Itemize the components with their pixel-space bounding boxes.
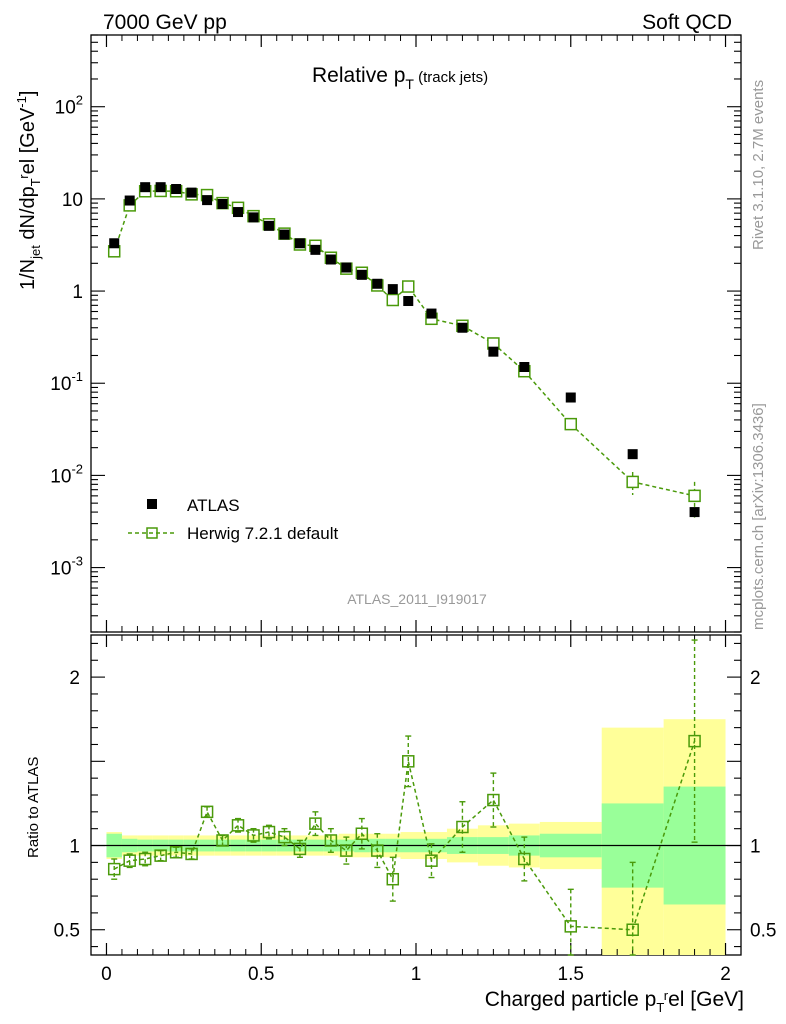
ratio-point xyxy=(200,805,214,819)
data-point xyxy=(294,238,305,249)
data-point xyxy=(233,207,244,218)
ratio-point xyxy=(247,829,260,842)
data-point xyxy=(356,269,367,280)
ratio-tick-label-right: 2 xyxy=(750,668,761,689)
mc-point xyxy=(402,280,415,293)
data-point xyxy=(488,346,499,357)
data-point xyxy=(341,262,352,273)
data-point xyxy=(109,238,120,249)
mc-point xyxy=(564,417,578,431)
ratio-point xyxy=(293,842,307,856)
side-label-rivet: Rivet 3.1.10, 2.7M events xyxy=(750,80,767,250)
ratio-point xyxy=(169,846,183,859)
axes: 0 0.5 1 1.5 2 10-3 10-2 10-1 1 10 102 0.5 0.5 1 1 2 2 xyxy=(50,34,776,985)
x-tick-label: 0.5 xyxy=(248,964,274,985)
data-point xyxy=(171,184,182,195)
mc-point xyxy=(688,489,701,503)
ratio-tick-label-left: 0.5 xyxy=(54,921,80,942)
data-point xyxy=(325,254,336,265)
data-point xyxy=(565,392,576,403)
legend-marker-mc xyxy=(146,527,158,539)
ratio-tick-label-right: 0.5 xyxy=(750,921,776,942)
data-point xyxy=(387,284,398,295)
ratio-point xyxy=(371,844,384,857)
ratio-point xyxy=(425,854,438,867)
data-point xyxy=(202,195,213,206)
y-tick-label: 102 xyxy=(55,93,83,119)
y-tick-label: 10-2 xyxy=(50,461,83,487)
ratio-point xyxy=(402,755,415,768)
ratio-point xyxy=(309,817,322,830)
data-point xyxy=(457,322,468,333)
ratio-point xyxy=(107,862,121,876)
legend: ATLAS Herwig 7.2.1 default xyxy=(128,496,338,543)
mc-series-line xyxy=(113,190,695,497)
ratio-point xyxy=(324,834,338,847)
data-point xyxy=(519,362,530,373)
ratio-point xyxy=(487,793,500,807)
y-tick-label: 10-3 xyxy=(50,554,83,580)
data-point xyxy=(426,308,437,319)
ratio-point xyxy=(154,849,167,862)
data-point xyxy=(627,449,638,460)
data-point xyxy=(186,187,197,198)
side-label-mcplots: mcplots.cern.ch [arXiv:1306.3436] xyxy=(750,403,767,630)
ratio-point xyxy=(262,825,276,839)
ratio-uncertainty-bands xyxy=(91,719,741,955)
legend-label-atlas: ATLAS xyxy=(187,496,240,515)
ratio-point xyxy=(626,923,639,936)
data-point xyxy=(155,182,166,193)
ratio-point xyxy=(340,844,353,857)
data-point xyxy=(263,220,274,231)
data-point xyxy=(140,182,151,193)
data-point xyxy=(403,296,414,307)
ratio-point xyxy=(278,830,291,844)
data-point xyxy=(689,507,700,518)
ratio-point xyxy=(355,827,369,840)
ratio-tick-label-left: 2 xyxy=(69,668,80,689)
data-point xyxy=(248,212,259,223)
x-tick-label: 0 xyxy=(101,964,112,985)
ratio-point xyxy=(138,852,152,866)
mc-point xyxy=(386,293,400,307)
legend-marker-atlas xyxy=(147,499,157,509)
mc-series xyxy=(107,184,701,518)
mc-point xyxy=(626,475,639,489)
y-axis-label: 1/Njet dN/dpTrel [GeV-1] xyxy=(14,91,43,290)
ratio-tick-label-left: 1 xyxy=(69,837,80,858)
ratio-series xyxy=(107,639,701,956)
x-axis-label: Charged particle pTrel [GeV] xyxy=(485,988,744,1015)
x-tick-label: 1 xyxy=(411,964,422,985)
plot-title: Relative pT (track jets) xyxy=(312,64,488,92)
ratio-tick-label-right: 1 xyxy=(750,837,761,858)
y-tick-label: 1 xyxy=(72,282,83,303)
y-tick-label: 10 xyxy=(62,190,83,211)
data-point xyxy=(310,244,321,255)
data-point xyxy=(279,229,290,240)
x-tick-label: 2 xyxy=(720,964,731,985)
header-category: Soft QCD xyxy=(642,11,732,34)
ratio-y-axis-label: Ratio to ATLAS xyxy=(25,757,42,858)
ratio-point xyxy=(216,834,229,847)
ratio-point xyxy=(518,852,531,866)
ratio-point xyxy=(564,920,578,933)
legend-label-mc: Herwig 7.2.1 default xyxy=(187,524,338,543)
data-point xyxy=(217,199,228,210)
data-point xyxy=(124,195,135,206)
y-tick-label: 10-1 xyxy=(50,369,83,395)
ratio-point xyxy=(231,819,245,832)
header-energy: 7000 GeV pp xyxy=(103,11,227,34)
x-tick-label: 1.5 xyxy=(558,964,584,985)
ratio-point xyxy=(185,847,198,861)
ratio-point xyxy=(386,872,400,886)
analysis-label: ATLAS_2011_I919017 xyxy=(347,591,487,607)
data-series xyxy=(109,182,700,518)
data-point xyxy=(372,278,383,289)
ratio-point xyxy=(688,734,701,748)
ratio-point xyxy=(456,820,469,834)
ratio-point xyxy=(123,854,136,867)
